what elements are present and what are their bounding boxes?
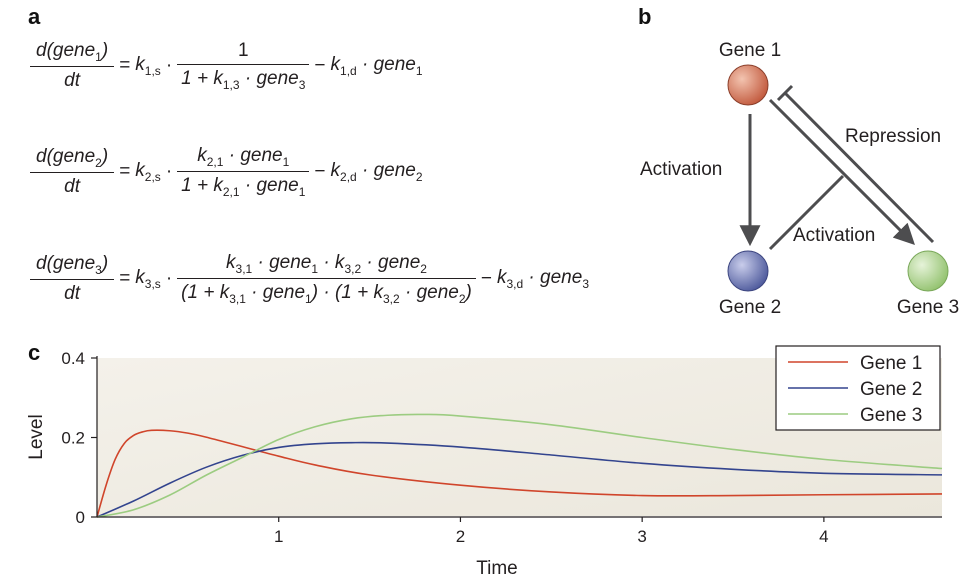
decay-term-gene1: k1,d · gene1 — [330, 54, 423, 78]
gene-network-diagram: Gene 1 Gene 2 Gene 3 Activation Activati… — [640, 40, 959, 318]
derivative-gene1: d(gene1) dt — [30, 40, 115, 92]
x-tick-label: 3 — [637, 527, 646, 546]
synthesis-term-gene2: k2,1 · gene1 1 + k2,1 · gene1 — [177, 145, 310, 199]
activation-arrow-gene1-to-gene3 — [768, 98, 915, 245]
x-tick-label: 4 — [819, 527, 828, 546]
x-axis-title: Time — [476, 558, 518, 579]
derivative-gene2: d(gene2) dt — [30, 146, 115, 198]
series-line-gene2 — [96, 441, 943, 518]
series-line-gene3 — [96, 413, 943, 518]
legend: Gene 1 Gene 2 Gene 3 — [775, 345, 941, 431]
repression-label: Repression — [845, 126, 941, 147]
gene3-node — [907, 250, 949, 292]
gene3-label: Gene 3 — [897, 297, 959, 318]
legend-label-gene2: Gene 2 — [860, 379, 922, 400]
gene2-node — [727, 250, 769, 292]
equation-gene2: d(gene2) dt = k2,s · k2,1 · gene1 1 + k2… — [30, 145, 423, 199]
decay-term-gene2: k2,d · gene2 — [330, 159, 423, 184]
legend-label-gene1: Gene 1 — [860, 353, 922, 374]
panel-label-b: b — [638, 4, 652, 29]
y-axis-title: Level — [26, 414, 47, 459]
activation-line-gene2-to-edge — [768, 174, 845, 251]
synthesis-term-gene3: k3,1 · gene1 · k3,2 · gene2 (1 + k3,1 · … — [177, 252, 476, 306]
gene1-label: Gene 1 — [719, 40, 781, 61]
legend-label-gene3: Gene 3 — [860, 405, 922, 426]
equation-gene1: d(gene1) dt = k1,s · 1 1 + k1,3 · gene3 … — [30, 40, 423, 92]
series-line-gene1 — [96, 429, 943, 518]
series-layer — [96, 413, 943, 518]
gene2-label: Gene 2 — [719, 297, 781, 318]
activation-label-left: Activation — [640, 159, 722, 180]
y-tick-label: 0.2 — [61, 429, 85, 448]
derivative-gene3: d(gene3) dt — [30, 253, 115, 305]
gene-level-chart: 1 2 3 4 0 0.2 0.4 Time Level Gene 1 Gene 2 Gen… — [26, 345, 943, 579]
gene1-node — [727, 64, 769, 106]
panel-label-a: a — [28, 4, 41, 29]
synthesis-term-gene1: 1 1 + k1,3 · gene3 — [177, 40, 310, 92]
activation-label-middle: Activation — [793, 225, 875, 246]
y-tick-label: 0.4 — [61, 349, 85, 368]
decay-term-gene3: k3,d · gene3 — [496, 266, 589, 291]
y-tick-label: 0 — [76, 508, 85, 527]
x-tick-label: 2 — [456, 527, 465, 546]
equation-gene3: d(gene3) dt = k3,s · k3,1 · gene1 · k3,2… — [30, 252, 589, 306]
panel-label-c: c — [28, 340, 41, 365]
repression-bar-icon — [776, 84, 794, 102]
x-tick-label: 1 — [274, 527, 283, 546]
repression-line-gene3-to-gene1 — [783, 91, 935, 244]
